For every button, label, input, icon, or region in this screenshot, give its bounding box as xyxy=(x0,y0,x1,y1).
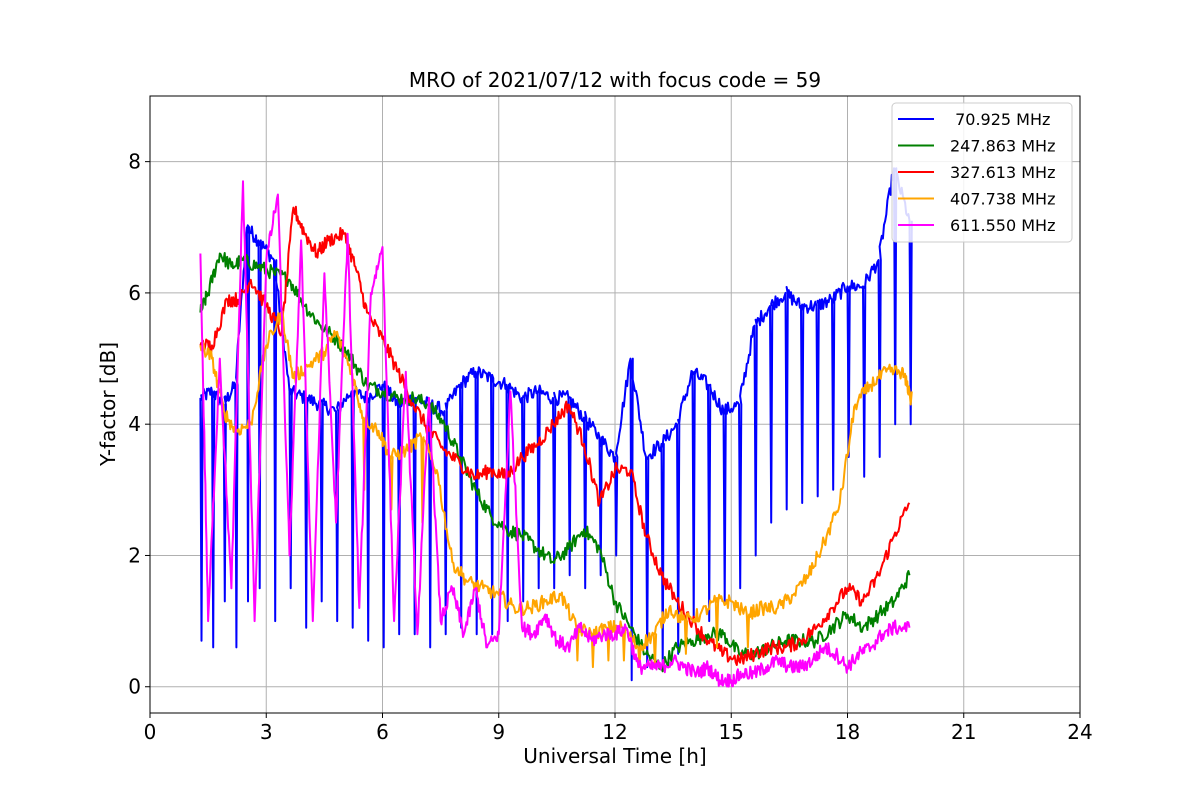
x-tick-label: 0 xyxy=(144,720,157,744)
series-line-2 xyxy=(199,205,911,666)
legend-box xyxy=(891,102,1073,243)
legend-entry-label: 407.738 MHz xyxy=(950,190,1055,209)
legend-entry-label: 327.613 MHz xyxy=(950,163,1055,182)
x-tick-label: 18 xyxy=(835,720,860,744)
y-axis-ticks: 0 2 4 6 8 xyxy=(128,150,150,699)
series-line-3 xyxy=(199,310,913,669)
x-tick-label: 9 xyxy=(492,720,505,744)
x-tick-label: 12 xyxy=(602,720,627,744)
x-axis-ticks: 0 3 6 9 12 15 18 21 24 xyxy=(144,713,1093,744)
y-tick-label: 8 xyxy=(128,150,141,174)
series-line-4 xyxy=(199,180,911,688)
x-tick-label: 24 xyxy=(1067,720,1092,744)
chart-title: MRO of 2021/07/12 with focus code = 59 xyxy=(409,68,821,92)
series-line-0 xyxy=(199,167,913,682)
x-tick-label: 3 xyxy=(260,720,273,744)
legend-entry-label: 70.925 MHz xyxy=(950,110,1050,129)
y-tick-label: 4 xyxy=(128,412,141,436)
legend-entry-label: 247.863 MHz xyxy=(950,137,1055,156)
legend-entry-label: 611.550 MHz xyxy=(950,216,1055,235)
series-layer xyxy=(199,167,913,688)
y-axis-label: Y-factor [dB] xyxy=(96,342,120,467)
x-tick-label: 15 xyxy=(719,720,744,744)
legend: 70.925 MHz 247.863 MHz 327.613 MHz 407.738 … xyxy=(891,102,1073,243)
y-tick-label: 2 xyxy=(128,543,141,567)
x-tick-label: 21 xyxy=(951,720,976,744)
x-tick-label: 6 xyxy=(376,720,389,744)
x-axis-label: Universal Time [h] xyxy=(523,744,706,768)
y-tick-label: 0 xyxy=(128,675,141,699)
y-tick-label: 6 xyxy=(128,281,141,305)
